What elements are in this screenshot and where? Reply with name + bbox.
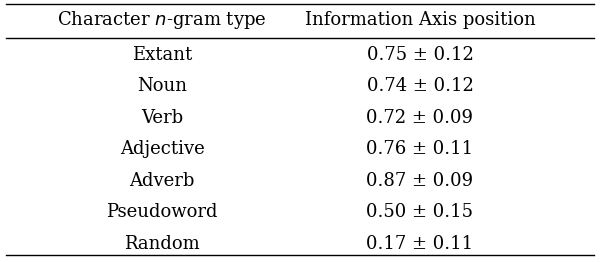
Text: Adverb: Adverb [130,172,194,190]
Text: 0.50 ± 0.15: 0.50 ± 0.15 [367,203,473,221]
Text: Pseudoword: Pseudoword [106,203,218,221]
Text: Extant: Extant [132,46,192,64]
Text: Information Axis position: Information Axis position [305,11,535,29]
Text: 0.72 ± 0.09: 0.72 ± 0.09 [367,109,473,127]
Text: Adjective: Adjective [119,140,205,158]
Text: Character $n$-gram type: Character $n$-gram type [57,9,267,31]
Text: 0.17 ± 0.11: 0.17 ± 0.11 [367,235,473,253]
Text: 0.75 ± 0.12: 0.75 ± 0.12 [367,46,473,64]
Text: Verb: Verb [141,109,183,127]
Text: 0.74 ± 0.12: 0.74 ± 0.12 [367,78,473,95]
Text: Noun: Noun [137,78,187,95]
Text: Random: Random [124,235,200,253]
Text: 0.87 ± 0.09: 0.87 ± 0.09 [367,172,473,190]
Text: 0.76 ± 0.11: 0.76 ± 0.11 [367,140,473,158]
